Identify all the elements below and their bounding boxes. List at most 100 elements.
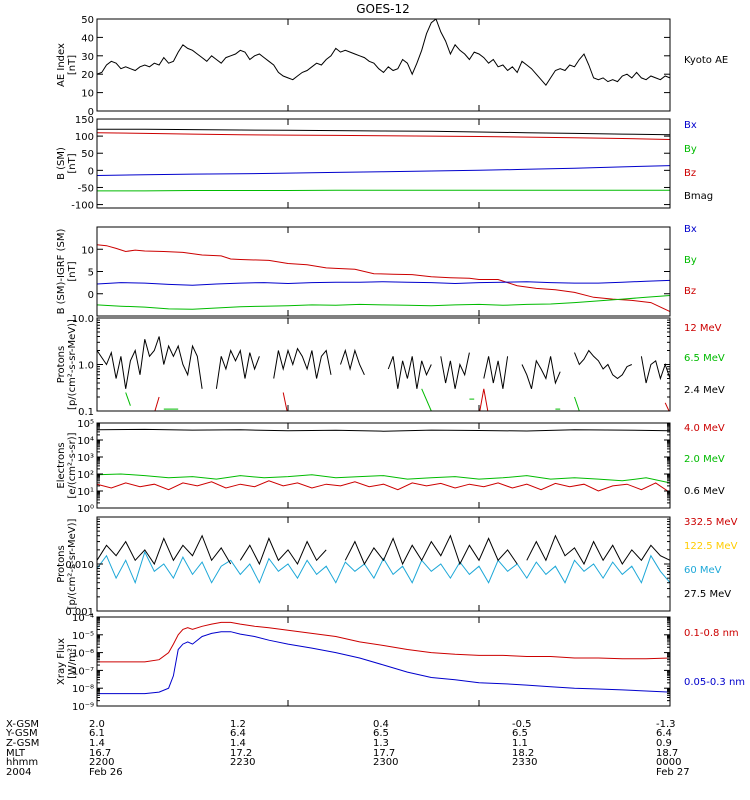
panel-6-series-2-line-2 <box>239 537 327 566</box>
footer-col-5-row-3: 0.9 <box>656 738 672 749</box>
panel-1-ytick-label-3: 20 <box>81 70 94 81</box>
panel-3-ytick-label-3: 10 <box>81 245 94 256</box>
footer-col-3-row-2: 6.5 <box>373 728 389 739</box>
panel-4-series-3-line-3 <box>479 388 489 411</box>
panel-3-ylabel-line-1: B (SM)-IGRF (SM) <box>56 229 67 315</box>
panel-6-legend-2: 122.5 MeV <box>684 541 738 552</box>
panel-2-ytick-label-1: -100 <box>71 201 94 212</box>
panel-4-ylabel-line-2: [p/(cm²-s-sr-MeV)] <box>67 319 78 410</box>
panel-3-ytick-label-2: 5 <box>88 268 94 279</box>
panel-6-series-2-line-4 <box>526 534 670 566</box>
panel-5-series-2-line-1 <box>97 473 670 484</box>
panel-5-ytick-label-5: 10⁴ <box>77 436 94 447</box>
panel-3-series-2-line-1 <box>97 279 670 286</box>
footer-col-1-row-4: 16.7 <box>89 748 111 759</box>
panel-3-ytick-label-1: 0 <box>88 290 94 301</box>
panel-3-frame <box>96 226 671 317</box>
panel-2-legend-3: Bz <box>684 168 696 179</box>
panel-4-series-1-line-1 <box>97 336 203 389</box>
panel-7: 10⁻⁹ 10⁻⁸ 10⁻⁷ 10⁻⁶ 10⁻⁵ 10⁻⁴ Xray Flux[W/m²] 0… <box>56 613 745 713</box>
footer-col-3-row-4: 17.7 <box>373 748 395 759</box>
panel-6-legend-4: 27.5 MeV <box>684 589 731 600</box>
panel-2: -100 -50 0 50 100 150 B (SM)[nT] Bx By Bz Bmag <box>56 115 713 212</box>
panel-5-ylabel-line-1: Electrons <box>56 442 67 488</box>
panel-6-series-1-line-1 <box>97 550 670 585</box>
panel-7-ytick-label-6: 10⁻⁴ <box>72 613 94 624</box>
panel-1-ytick-label-6: 50 <box>81 15 94 26</box>
footer-col-5-row-4: 18.7 <box>656 748 678 759</box>
footer-col-3-row-5: 2300 <box>373 757 398 768</box>
footer-col-1-row-5: 2200 <box>89 757 114 768</box>
panel-2-ytick-label-2: -50 <box>78 183 94 194</box>
panel-1-ytick-label-1: 0 <box>88 107 94 118</box>
panel-4-series-2-line-6 <box>574 396 580 411</box>
panel-5-ytick-label-2: 10¹ <box>77 487 94 498</box>
panel-7-ytick-label-5: 10⁻⁵ <box>72 631 94 642</box>
panel-1-ylabel-line-2: [nT] <box>67 55 78 75</box>
panel-4-ytick-label-1: 0.1 <box>78 407 94 418</box>
panel-4-ytick-label-3: 10.0 <box>72 314 94 325</box>
plot-title: GOES-12 <box>356 2 410 16</box>
panel-2-ylabel-line-1: B (SM) <box>56 147 67 180</box>
panel-6-series-2-line-3 <box>344 534 518 566</box>
footer-row-label-5: hhmm <box>6 757 38 768</box>
panel-1-frame <box>96 18 671 112</box>
footer-col-1-row-6: Feb 26 <box>89 767 123 778</box>
panel-2-ylabel-line-2: [nT] <box>67 153 78 173</box>
footer-col-1-row-3: 1.4 <box>89 738 105 749</box>
panel-2-ytick-label-3: 0 <box>88 166 94 177</box>
panel-4-series-1-line-10 <box>640 356 670 384</box>
panel-1-ytick-label-4: 30 <box>81 52 94 63</box>
panel-5-ytick-label-1: 10⁰ <box>77 504 94 515</box>
panel-5: 10⁰ 10¹ 10² 10³ 10⁴ 10⁵ Electrons[e/(cm²-s-sr)… <box>56 419 725 515</box>
footer-row-label-6: 2004 <box>6 767 31 778</box>
panel-6-ylabel-line-2: [p/(cm²-s-sr-MeV)] <box>67 518 78 609</box>
panel-7-legend-2: 0.05-0.3 nm <box>684 677 745 688</box>
panel-5-ytick-label-6: 10⁵ <box>77 419 94 430</box>
panel-6-ylabel-line-1: Protons <box>56 545 67 582</box>
panel-2-series-1-line-1 <box>97 128 670 136</box>
footer-col-5-row-6: Feb 27 <box>656 767 690 778</box>
panel-2-series-3-line-1 <box>97 165 670 176</box>
panel-3-ylabel-line-2: [nT] <box>67 261 78 281</box>
panel-5-frame <box>96 422 671 509</box>
panel-4-ylabel: Protons[p/(cm²-s-sr-MeV)] <box>56 319 78 410</box>
panel-5-ytick-label-3: 10² <box>77 470 94 481</box>
panel-2-legend-4: Bmag <box>684 191 713 202</box>
panel-1-legend-1: Kyoto AE <box>684 55 728 66</box>
panel-2-series-2-line-1 <box>97 132 670 140</box>
panel-4-ytick-label-2: 1.0 <box>78 361 94 372</box>
panel-4-series-2-line-1 <box>125 392 131 406</box>
footer-col-5-row-1: -1.3 <box>656 719 676 730</box>
footer-row-label-4: MLT <box>6 748 26 759</box>
panel-4-ylabel-line-1: Protons <box>56 346 67 383</box>
footer-col-2-row-3: 1.4 <box>230 738 246 749</box>
footer-col-3-row-1: 0.4 <box>373 719 389 730</box>
panel-3-ylabel: B (SM)-IGRF (SM)[nT] <box>56 229 78 315</box>
panel-7-series-2-line-1 <box>97 631 670 695</box>
panel-6-legend-1: 332.5 MeV <box>684 517 738 528</box>
panel-1: 0 10 20 30 40 50 AE Index[nT] Kyoto AE <box>56 15 728 118</box>
panel-4-series-1-line-5 <box>387 356 432 389</box>
panel-7-ylabel: Xray Flux[W/m²] <box>56 638 78 685</box>
panel-7-ytick-label-1: 10⁻⁹ <box>72 702 94 713</box>
panel-7-legend-1: 0.1-0.8 nm <box>684 628 739 639</box>
footer-row-label-3: Z-GSM <box>6 738 39 749</box>
panel-7-ytick-label-2: 10⁻⁸ <box>72 684 94 695</box>
panel-5-series-3-line-1 <box>97 480 670 494</box>
footer-col-2-row-4: 17.2 <box>230 748 252 759</box>
panel-2-legend-2: By <box>684 144 697 155</box>
panel-5-ytick-label-4: 10³ <box>77 453 94 464</box>
footer-col-2-row-2: 6.4 <box>230 728 246 739</box>
panel-2-ylabel: B (SM)[nT] <box>56 147 78 180</box>
panel-5-ylabel: Electrons[e/(cm²-s-sr)] <box>56 432 78 498</box>
panel-7-ylabel-line-2: [W/m²] <box>67 644 78 679</box>
panel-3-legend-3: Bz <box>684 286 696 297</box>
panel-2-ytick-label-5: 100 <box>75 132 94 143</box>
panel-4-legend-2: 6.5 MeV <box>684 353 725 364</box>
footer-row-label-2: Y-GSM <box>5 728 38 739</box>
panel-4-series-1-line-3 <box>273 347 332 379</box>
